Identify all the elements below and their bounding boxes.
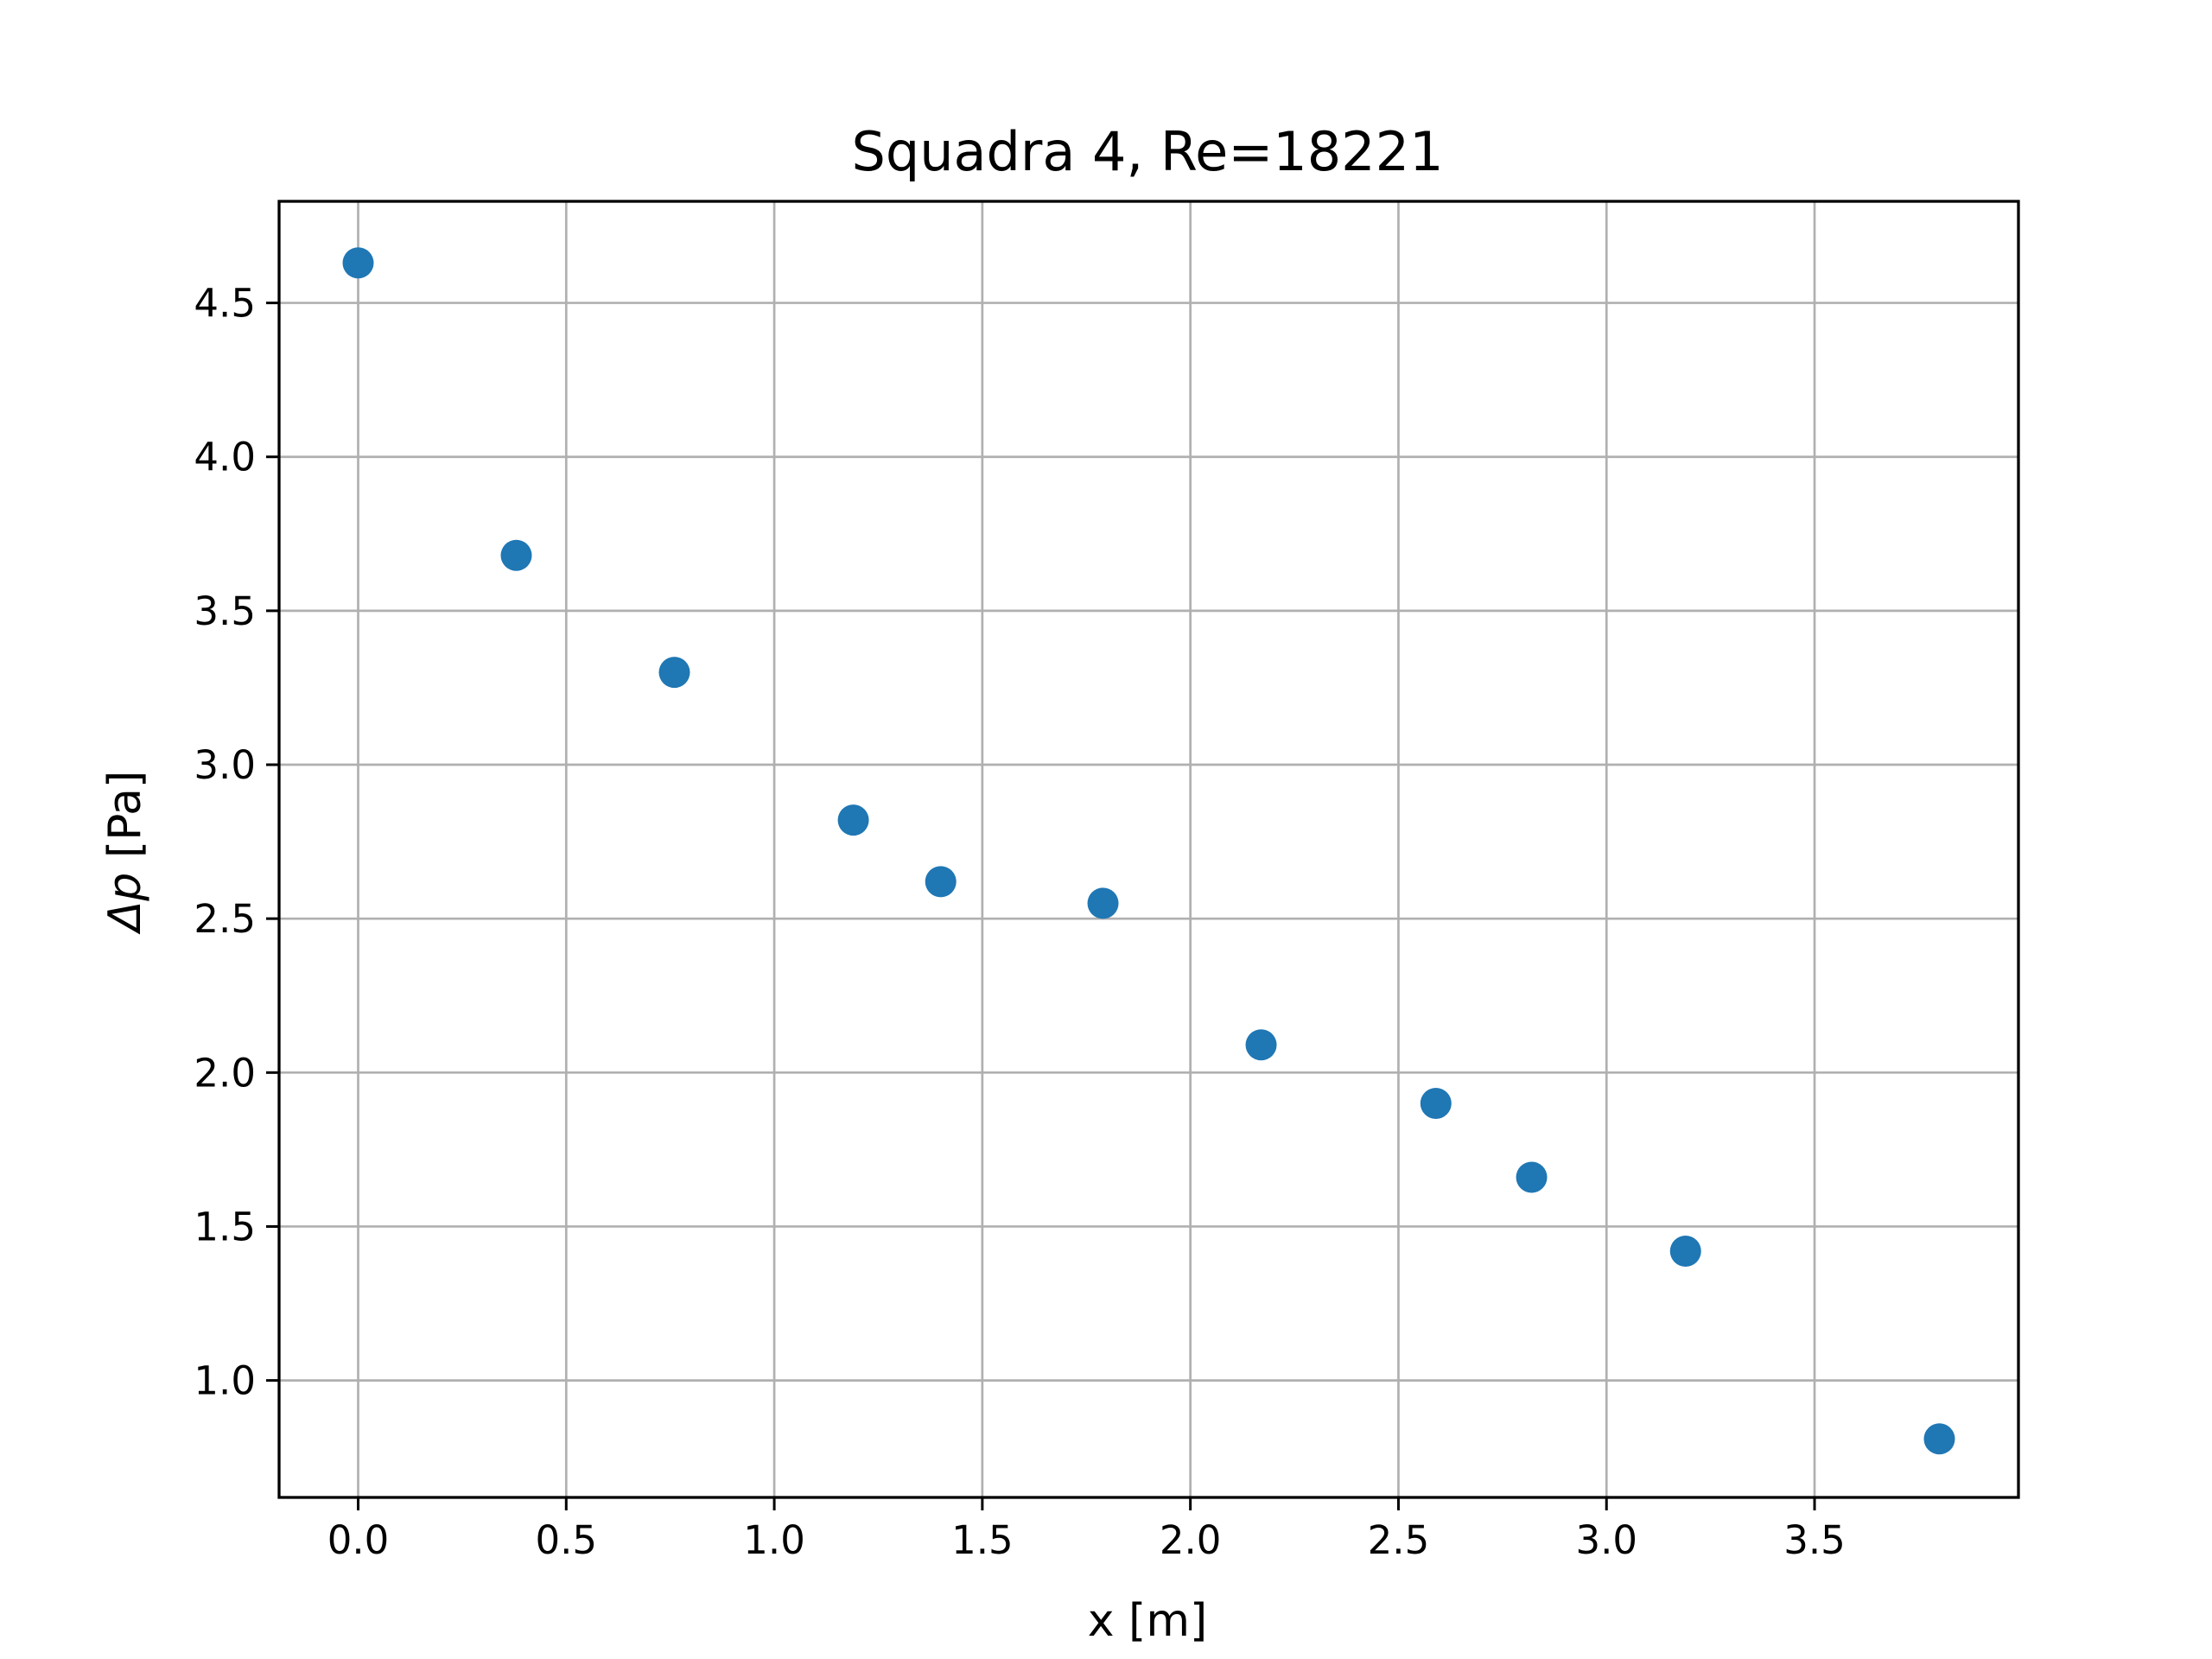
plot-area-background	[279, 201, 2018, 1497]
data-point	[342, 247, 374, 279]
x-tick-label: 2.0	[1160, 1517, 1222, 1563]
y-tick-label: 2.5	[194, 896, 256, 942]
y-tick-label: 2.0	[194, 1050, 256, 1096]
plot-frame	[277, 200, 2020, 1499]
y-axis-label-unit: [Pa]	[99, 771, 151, 873]
x-tick-label: 3.5	[1783, 1517, 1846, 1563]
y-tick-label: 4.5	[194, 281, 256, 327]
x-tick-label: 0.0	[327, 1517, 390, 1563]
grid-lines	[279, 201, 2018, 1497]
data-point	[925, 866, 957, 898]
x-axis-label: x [m]	[1088, 1595, 1208, 1647]
x-tick-label: 0.5	[536, 1517, 598, 1563]
x-tick-label: 2.5	[1368, 1517, 1430, 1563]
y-axis-label: Δp [Pa]	[99, 771, 151, 936]
data-point	[1420, 1087, 1452, 1119]
data-point	[1923, 1423, 1955, 1455]
data-point	[1245, 1029, 1277, 1061]
x-tick-label: 1.0	[743, 1517, 805, 1563]
y-tick-label: 1.0	[194, 1358, 256, 1404]
y-axis-ticks: 1.0 1.5 2.0 2.5 3.0 3.5 4.0 4.5	[194, 281, 279, 1404]
data-point	[1516, 1161, 1548, 1193]
data-point	[658, 657, 690, 689]
y-axis-label-symbol: Δp	[99, 873, 151, 936]
y-tick-label: 3.5	[194, 588, 256, 634]
x-tick-label: 1.5	[951, 1517, 1014, 1563]
data-point	[500, 539, 532, 571]
data-point	[1669, 1235, 1701, 1267]
y-tick-label: 3.0	[194, 742, 256, 788]
x-tick-label: 3.0	[1575, 1517, 1637, 1563]
chart-title: Squadra 4, Re=18221	[851, 120, 1443, 183]
data-points	[342, 247, 1955, 1455]
y-tick-label: 1.5	[194, 1204, 256, 1249]
data-point	[1087, 887, 1119, 919]
data-point	[837, 804, 869, 836]
x-axis-ticks: 0.0 0.5 1.0 1.5 2.0 2.5 3.0 3.5	[327, 1497, 1846, 1563]
y-tick-label: 4.0	[194, 435, 256, 480]
